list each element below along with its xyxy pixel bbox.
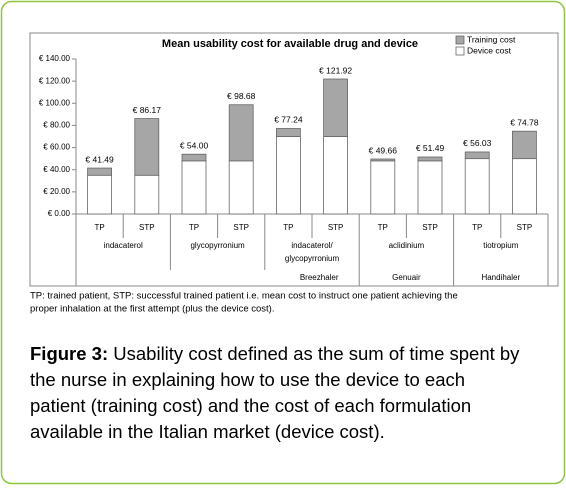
bar-segment [87, 174, 112, 215]
bar-segment [228, 104, 254, 162]
total-label: € 41.49 [85, 154, 114, 164]
caption-text: the nurse in explaining how to use the d… [30, 369, 465, 390]
bar-segment [181, 160, 207, 215]
y-tick-label: € 120.00 [39, 76, 71, 85]
caption-text: patient (training cost) and the cost of … [30, 395, 471, 416]
total-label: € 49.66 [369, 145, 398, 155]
y-tick-label: € 0.00 [48, 209, 71, 218]
legend-swatch [455, 46, 465, 56]
drug-label: glycopyrronium [190, 241, 245, 250]
device-label: Breezhaler [300, 273, 339, 282]
total-label: € 98.68 [227, 91, 256, 101]
y-tick-label: € 80.00 [43, 121, 70, 130]
bar-segment [87, 167, 112, 176]
y-tick-label: € 20.00 [43, 187, 70, 196]
y-tick-label: € 40.00 [43, 165, 70, 174]
x-tick-label: TP [94, 223, 104, 232]
bar-segment [370, 160, 396, 215]
bar-segment [228, 160, 254, 215]
x-tick-label: STP [517, 223, 533, 232]
x-tick-label: TP [472, 223, 482, 232]
legend-label: Device cost [467, 45, 512, 55]
bar-segment [512, 158, 537, 215]
total-label: € 77.24 [274, 115, 303, 125]
device-label: Genuair [392, 273, 421, 282]
drug-label: indacaterol/ [291, 241, 333, 250]
bar-segment [512, 130, 537, 160]
drug-label: indacaterol [104, 241, 143, 250]
total-label: € 121.92 [319, 65, 352, 75]
chart-title: Mean usability cost for available drug a… [162, 38, 418, 50]
drug-label: tiotropium [483, 241, 518, 250]
note: proper inhalation at the first attempt (… [30, 304, 275, 315]
total-label: € 74.78 [510, 117, 539, 127]
y-tick-label: € 140.00 [39, 54, 71, 63]
caption-label: Figure 3: [30, 343, 108, 364]
caption: Figure 3: Usability cost defined as the … [30, 343, 520, 364]
x-tick-label: STP [139, 223, 155, 232]
total-label: € 86.17 [133, 105, 162, 115]
bar-segment [134, 118, 160, 176]
x-tick-label: TP [378, 223, 388, 232]
total-label: € 56.03 [463, 138, 492, 148]
y-tick-label: € 100.00 [39, 98, 71, 107]
bar-segment [464, 151, 490, 160]
caption-text: Usability cost defined as the sum of tim… [108, 343, 520, 364]
device-label: Handihaler [481, 273, 520, 282]
bar-segment [181, 153, 207, 162]
x-tick-label: TP [283, 223, 293, 232]
bar-segment [275, 136, 301, 215]
bar-segment [323, 78, 349, 137]
total-label: € 54.00 [180, 140, 209, 150]
total-label: € 51.49 [416, 143, 445, 153]
legend-label: Training cost [467, 34, 516, 44]
bar-segment [417, 160, 443, 215]
legend-swatch [455, 35, 465, 45]
caption-text: available in the Italian market (device … [30, 421, 385, 442]
x-tick-label: STP [233, 223, 249, 232]
x-tick-label: TP [189, 223, 199, 232]
drug-label: glycopyrronium [285, 254, 340, 263]
bar-segment [275, 128, 301, 137]
bar-segment [370, 158, 396, 162]
bar-segment [464, 158, 490, 215]
y-tick-label: € 60.00 [43, 143, 70, 152]
drug-label: aclidinium [389, 241, 425, 250]
x-tick-label: STP [422, 223, 438, 232]
note: TP: trained patient, STP: successful tra… [30, 291, 458, 302]
x-tick-label: STP [328, 223, 344, 232]
bar-segment [323, 136, 349, 215]
bar-segment [134, 174, 160, 215]
bar-segment [417, 156, 443, 162]
